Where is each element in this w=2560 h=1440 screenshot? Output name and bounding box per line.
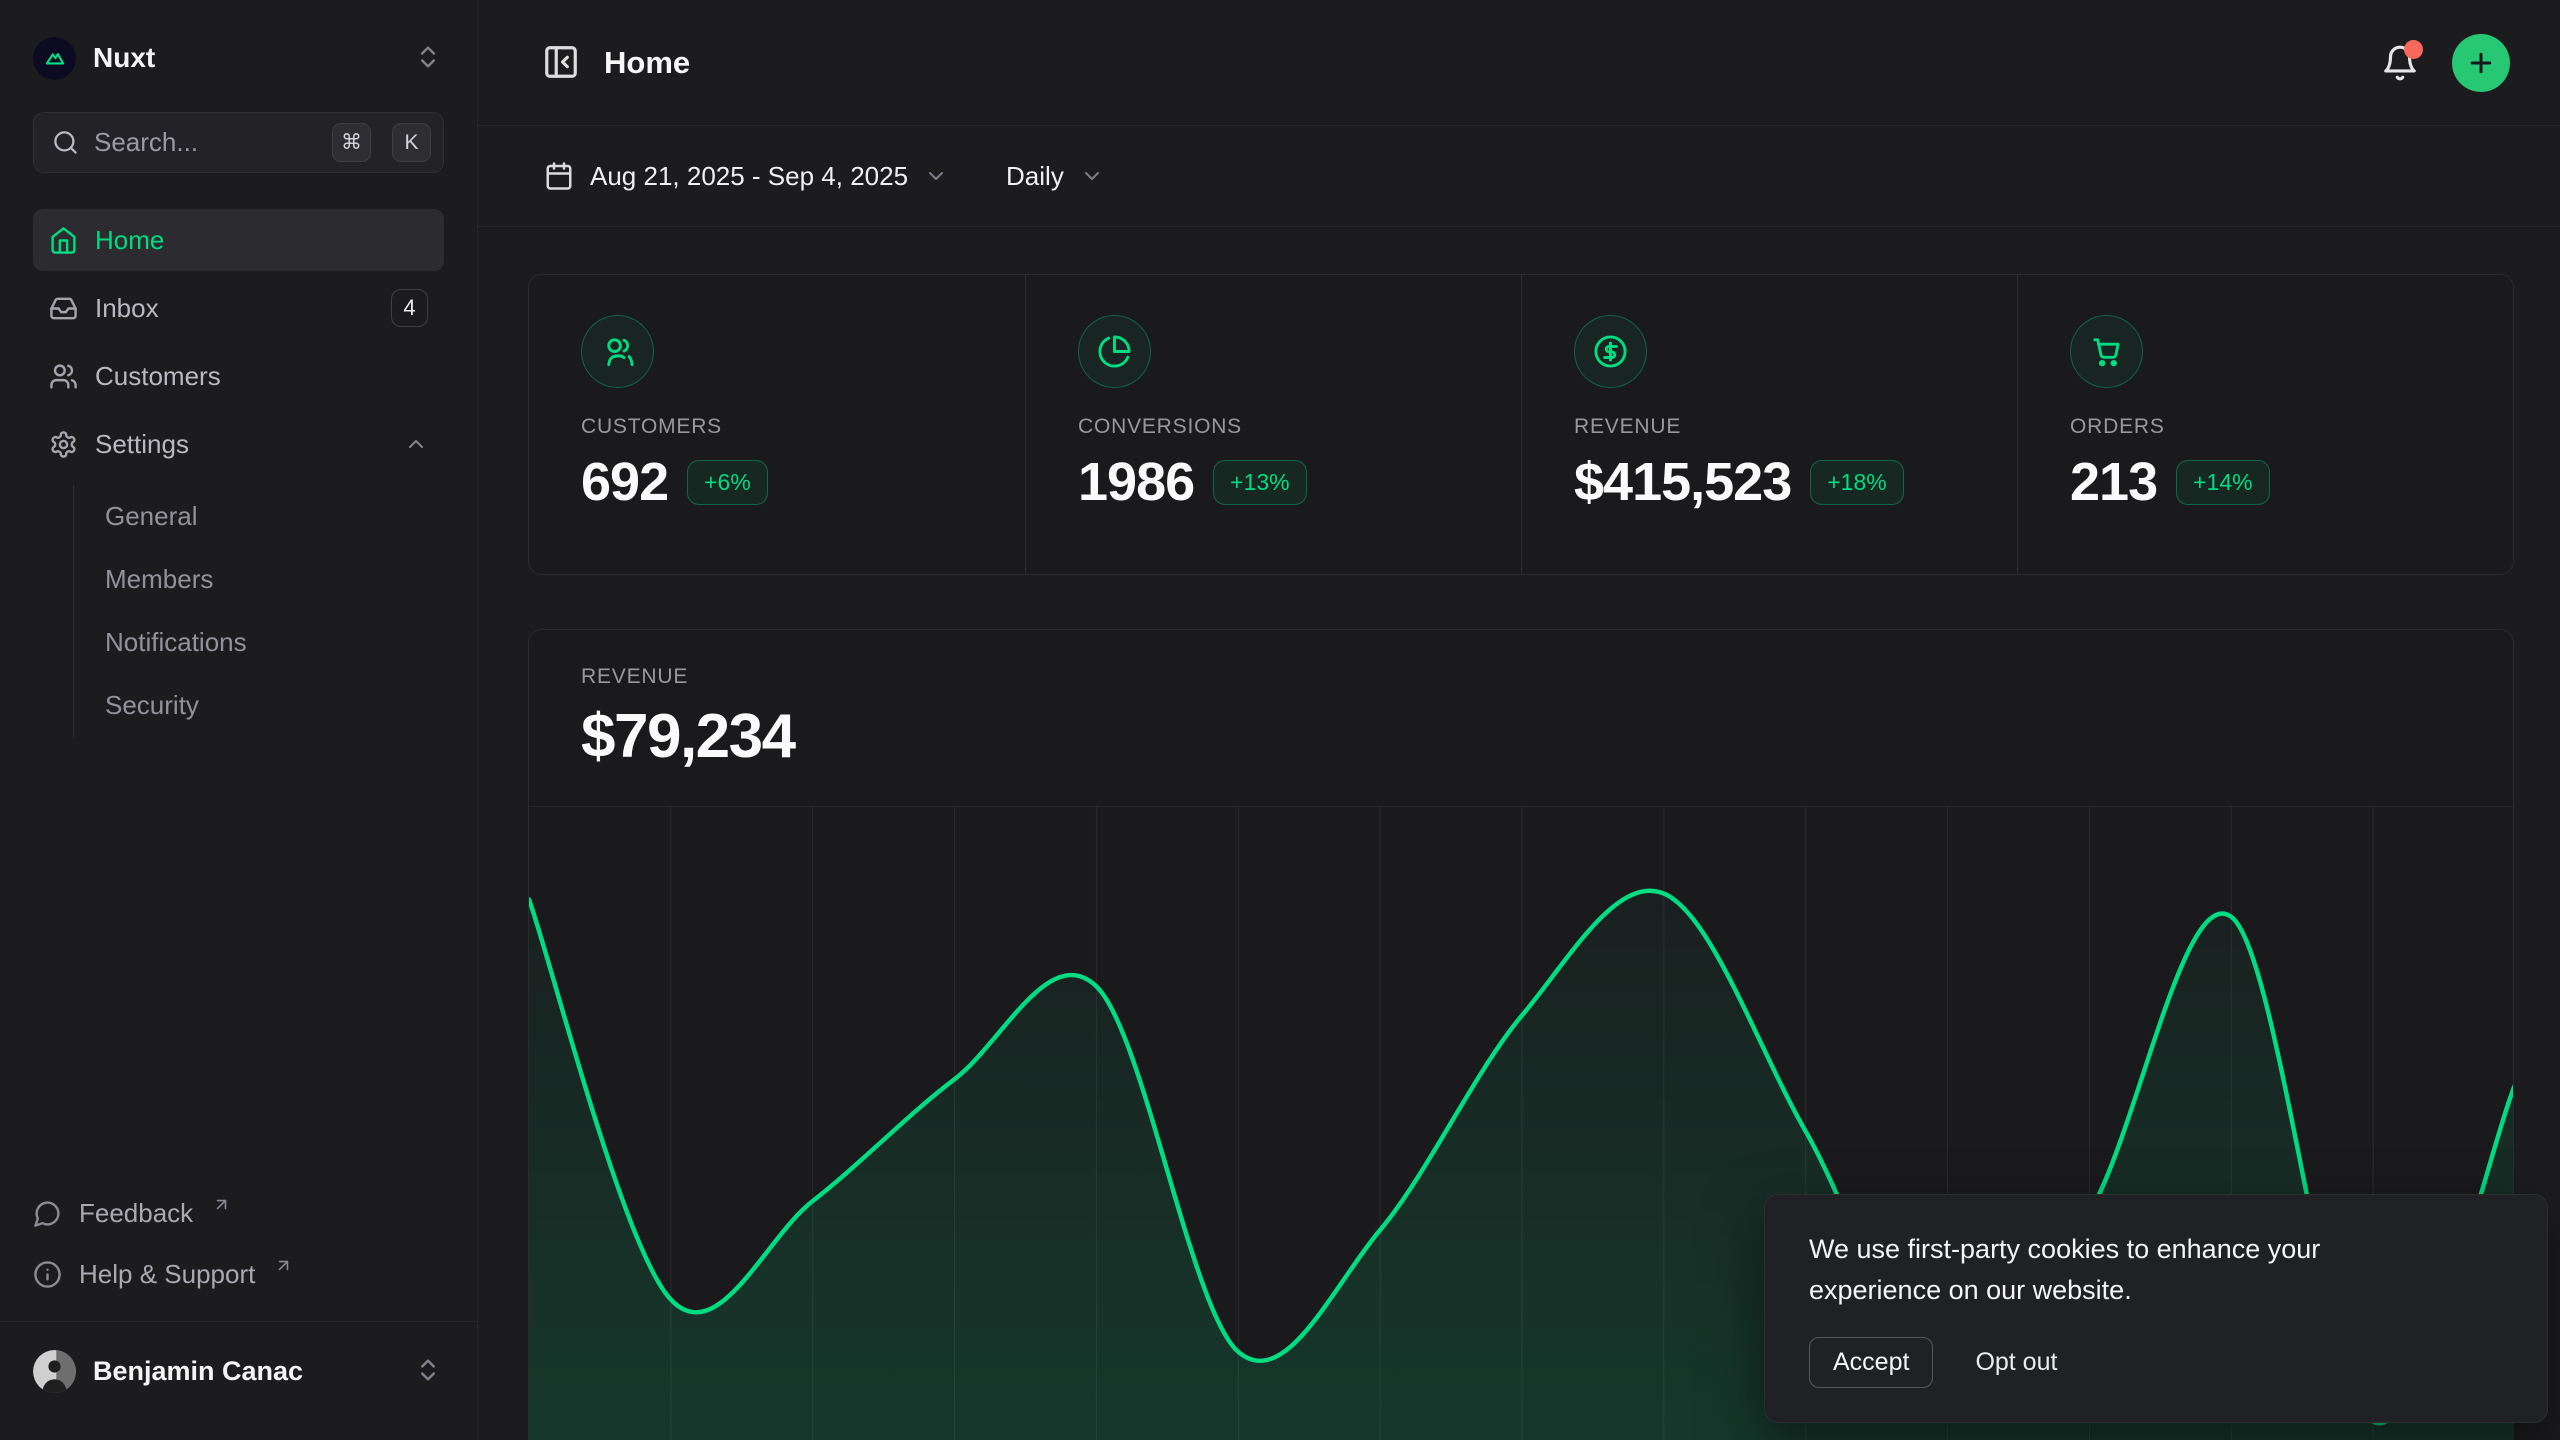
period-value: Daily bbox=[1006, 161, 1064, 192]
chart-header: REVENUE $79,234 bbox=[529, 630, 2513, 806]
info-circle-icon bbox=[33, 1260, 62, 1289]
sidebar: Nuxt Search... ⌘ K Home Inbox bbox=[0, 0, 478, 1440]
chart-total-value: $79,234 bbox=[581, 701, 2513, 772]
inbox-icon bbox=[49, 294, 78, 323]
sidebar-item-inbox[interactable]: Inbox 4 bbox=[33, 277, 444, 339]
stat-delta-badge: +14% bbox=[2176, 460, 2269, 505]
page-header: Home bbox=[478, 0, 2560, 126]
stats-row: CUSTOMERS 692 +6% CONVERSIONS 1986 +13% bbox=[528, 274, 2514, 575]
stat-value: 213 bbox=[2070, 451, 2157, 513]
opt-out-button[interactable]: Opt out bbox=[1975, 1348, 2057, 1377]
kbd-meta: ⌘ bbox=[332, 123, 371, 162]
chevrons-up-down-icon bbox=[414, 1356, 444, 1386]
message-bubble-icon bbox=[33, 1199, 62, 1228]
sidebar-item-label: Home bbox=[95, 225, 428, 256]
nuxt-logo-icon bbox=[33, 37, 76, 80]
sidebar-item-customers[interactable]: Customers bbox=[33, 345, 444, 407]
period-select[interactable]: Daily bbox=[1006, 161, 1104, 192]
users-icon bbox=[49, 362, 78, 391]
stat-value: $415,523 bbox=[1574, 451, 1791, 513]
calendar-icon bbox=[544, 161, 574, 191]
date-range-picker[interactable]: Aug 21, 2025 - Sep 4, 2025 bbox=[544, 161, 948, 192]
stat-label: REVENUE bbox=[1574, 415, 2017, 439]
sidebar-nav: Home Inbox 4 Customers Settings General bbox=[0, 209, 477, 737]
chevron-up-icon bbox=[404, 432, 428, 456]
help-support-label: Help & Support bbox=[79, 1259, 255, 1290]
search-icon bbox=[52, 129, 79, 156]
external-link-icon bbox=[212, 1195, 231, 1214]
stat-card-orders[interactable]: ORDERS 213 +14% bbox=[2017, 275, 2513, 574]
shopping-cart-icon bbox=[2070, 315, 2143, 388]
sidebar-item-general[interactable]: General bbox=[74, 485, 444, 548]
pie-chart-icon bbox=[1078, 315, 1151, 388]
sidebar-item-home[interactable]: Home bbox=[33, 209, 444, 271]
collapse-sidebar-icon[interactable] bbox=[542, 43, 582, 83]
brand-name: Nuxt bbox=[93, 42, 397, 74]
external-link-icon bbox=[274, 1256, 293, 1275]
chevron-down-icon bbox=[1080, 164, 1104, 188]
cookie-message: We use first-party cookies to enhance yo… bbox=[1809, 1229, 2429, 1311]
inbox-count-badge: 4 bbox=[391, 289, 428, 327]
home-icon bbox=[49, 226, 78, 255]
sidebar-item-members[interactable]: Members bbox=[74, 548, 444, 611]
chevrons-up-down-icon[interactable] bbox=[414, 43, 444, 73]
sidebar-item-label: Settings bbox=[95, 429, 387, 460]
sidebar-item-notifications[interactable]: Notifications bbox=[74, 611, 444, 674]
notifications-bell-icon[interactable] bbox=[2378, 41, 2422, 85]
user-name: Benjamin Canac bbox=[93, 1356, 397, 1387]
stat-value: 1986 bbox=[1078, 451, 1194, 513]
users-icon bbox=[581, 315, 654, 388]
user-menu[interactable]: Benjamin Canac bbox=[0, 1321, 477, 1420]
gear-icon bbox=[49, 430, 78, 459]
stat-label: CONVERSIONS bbox=[1078, 415, 1521, 439]
feedback-link[interactable]: Feedback bbox=[33, 1183, 444, 1244]
sidebar-item-label: Inbox bbox=[95, 293, 374, 324]
page-title: Home bbox=[604, 45, 690, 81]
stat-delta-badge: +18% bbox=[1810, 460, 1903, 505]
chevron-down-icon bbox=[924, 164, 948, 188]
kbd-k: K bbox=[392, 123, 431, 162]
sidebar-item-security[interactable]: Security bbox=[74, 674, 444, 737]
cookie-actions: Accept Opt out bbox=[1809, 1337, 2503, 1388]
search-placeholder: Search... bbox=[94, 127, 311, 158]
stat-delta-badge: +6% bbox=[687, 460, 768, 505]
accept-button[interactable]: Accept bbox=[1809, 1337, 1933, 1388]
notification-dot bbox=[2404, 40, 2423, 59]
stat-card-revenue[interactable]: REVENUE $415,523 +18% bbox=[1521, 275, 2017, 574]
app-root: Nuxt Search... ⌘ K Home Inbox bbox=[0, 0, 2560, 1440]
team-switcher[interactable]: Nuxt bbox=[0, 26, 477, 90]
settings-subnav: General Members Notifications Security bbox=[73, 485, 444, 737]
dollar-circle-icon bbox=[1574, 315, 1647, 388]
stat-value: 692 bbox=[581, 451, 668, 513]
stat-card-conversions[interactable]: CONVERSIONS 1986 +13% bbox=[1025, 275, 1521, 574]
avatar bbox=[33, 1350, 76, 1393]
stat-card-customers[interactable]: CUSTOMERS 692 +6% bbox=[529, 275, 1025, 574]
search-input[interactable]: Search... ⌘ K bbox=[33, 112, 444, 173]
date-range-value: Aug 21, 2025 - Sep 4, 2025 bbox=[590, 161, 908, 192]
help-support-link[interactable]: Help & Support bbox=[33, 1244, 444, 1305]
sidebar-item-settings[interactable]: Settings bbox=[33, 413, 444, 475]
sidebar-item-label: Customers bbox=[95, 361, 428, 392]
stat-label: ORDERS bbox=[2070, 415, 2513, 439]
cookie-banner: We use first-party cookies to enhance yo… bbox=[1764, 1194, 2548, 1423]
add-button[interactable] bbox=[2452, 34, 2510, 92]
header-actions bbox=[2378, 34, 2510, 92]
filters-toolbar: Aug 21, 2025 - Sep 4, 2025 Daily bbox=[478, 126, 2560, 227]
stat-label: CUSTOMERS bbox=[581, 415, 1025, 439]
stat-delta-badge: +13% bbox=[1213, 460, 1306, 505]
sidebar-footer: Feedback Help & Support bbox=[0, 1183, 477, 1440]
feedback-label: Feedback bbox=[79, 1198, 193, 1229]
chart-title: REVENUE bbox=[581, 665, 2513, 689]
